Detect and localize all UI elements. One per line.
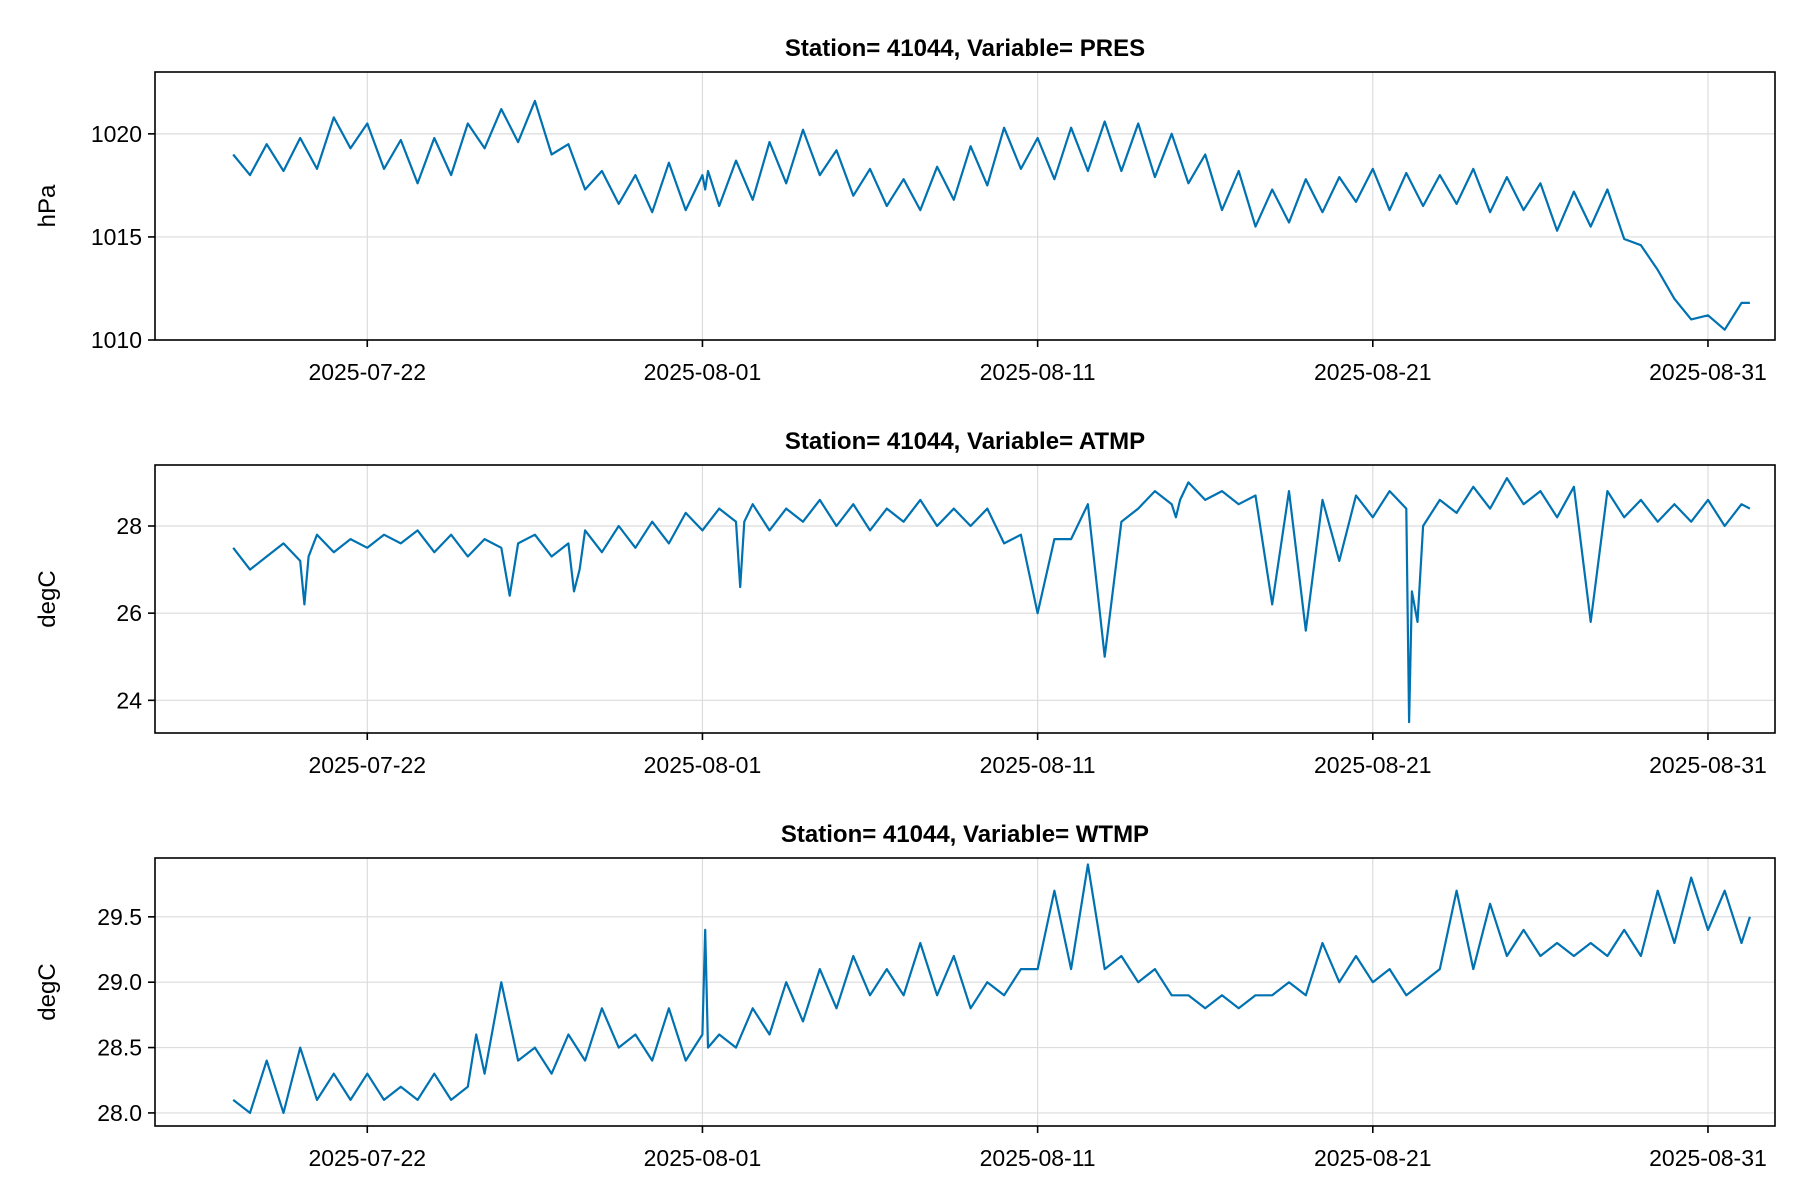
- panel-atmp: Station= 41044, Variable= ATMP 2025-07-22…: [34, 428, 1776, 778]
- panel-pres: Station= 41044, Variable= PRES 2025-07-22…: [34, 35, 1776, 385]
- x-tick-label: 2025-07-22: [308, 359, 426, 385]
- series-line: [232, 99, 1750, 331]
- y-tick-label: 28.0: [97, 1100, 142, 1126]
- x-tick-label: 2025-08-11: [980, 1145, 1096, 1171]
- y-tick-label: 24: [116, 687, 142, 713]
- x-tick-label: 2025-07-22: [308, 752, 426, 778]
- chart-title: Station= 41044, Variable= PRES: [785, 35, 1145, 62]
- plot-frame: [154, 71, 1776, 341]
- series-line: [232, 863, 1751, 1114]
- x-tick-label: 2025-08-31: [1649, 752, 1767, 778]
- series-line: [232, 477, 1751, 724]
- plot-frame: [154, 857, 1776, 1127]
- chart-title: Station= 41044, Variable= ATMP: [785, 428, 1145, 455]
- plot-frame: [154, 464, 1776, 734]
- y-tick-label: 29.5: [97, 904, 142, 930]
- y-axis-label: degC: [34, 570, 61, 627]
- y-tick-label: 1020: [91, 121, 142, 147]
- y-tick-label: 29.0: [97, 969, 142, 995]
- x-tick-label: 2025-08-21: [1314, 359, 1432, 385]
- x-tick-label: 2025-08-21: [1314, 752, 1432, 778]
- x-tick-label: 2025-07-22: [308, 1145, 426, 1171]
- x-tick-label: 2025-08-31: [1649, 359, 1767, 385]
- chart-title: Station= 41044, Variable= WTMP: [781, 821, 1149, 848]
- y-tick-label: 1015: [91, 224, 142, 250]
- y-tick-label: 28: [116, 513, 142, 539]
- x-tick-label: 2025-08-11: [980, 752, 1096, 778]
- y-axis-label: hPa: [34, 184, 61, 227]
- y-tick-label: 28.5: [97, 1035, 142, 1061]
- panel-wtmp: Station= 41044, Variable= WTMP 2025-07-22…: [34, 821, 1776, 1171]
- y-axis-label: degC: [34, 963, 61, 1020]
- y-tick-label: 26: [116, 600, 142, 626]
- x-tick-label: 2025-08-01: [644, 752, 762, 778]
- y-tick-label: 1010: [91, 327, 142, 353]
- x-tick-label: 2025-08-01: [644, 1145, 762, 1171]
- x-tick-label: 2025-08-31: [1649, 1145, 1767, 1171]
- x-tick-label: 2025-08-11: [980, 359, 1096, 385]
- x-tick-label: 2025-08-01: [644, 359, 762, 385]
- x-tick-label: 2025-08-21: [1314, 1145, 1432, 1171]
